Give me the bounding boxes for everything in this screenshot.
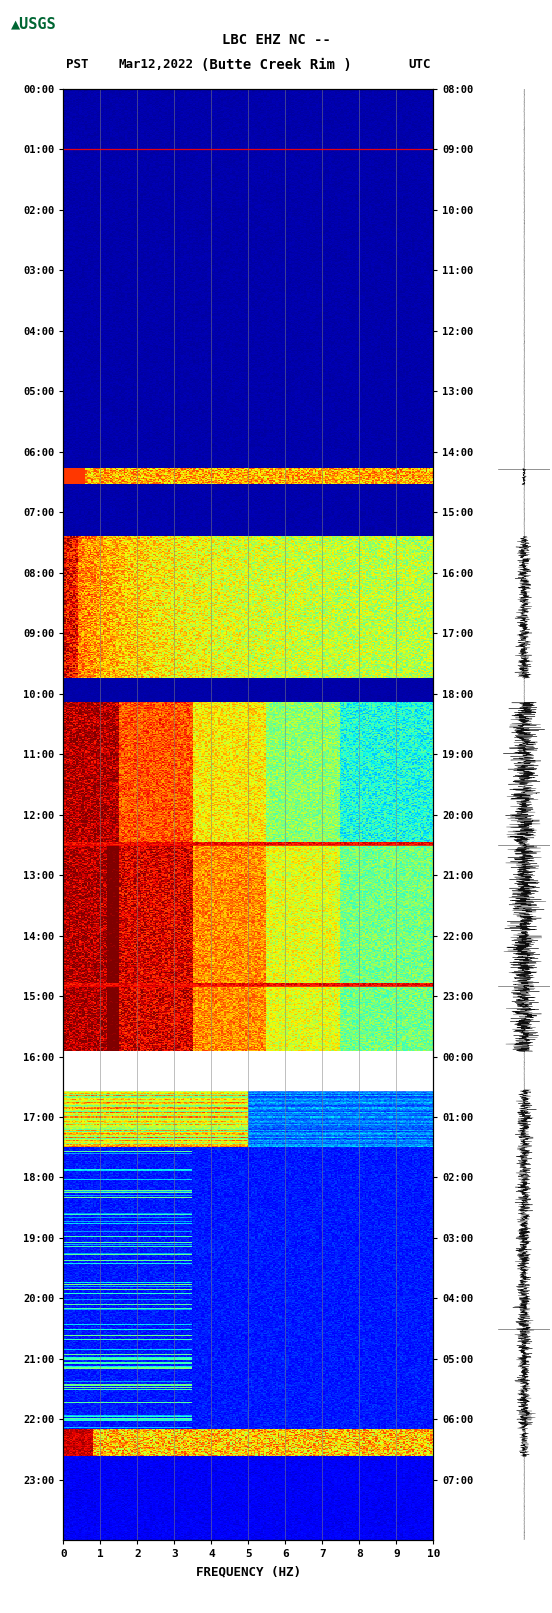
Text: ▲USGS: ▲USGS — [11, 16, 57, 31]
Text: UTC: UTC — [408, 58, 431, 71]
Text: PST: PST — [66, 58, 89, 71]
Text: (Butte Creek Rim ): (Butte Creek Rim ) — [200, 58, 352, 71]
Text: Mar12,2022: Mar12,2022 — [119, 58, 194, 71]
Bar — [63, 1052, 433, 1090]
Text: LBC EHZ NC --: LBC EHZ NC -- — [221, 34, 331, 47]
X-axis label: FREQUENCY (HZ): FREQUENCY (HZ) — [196, 1565, 301, 1578]
